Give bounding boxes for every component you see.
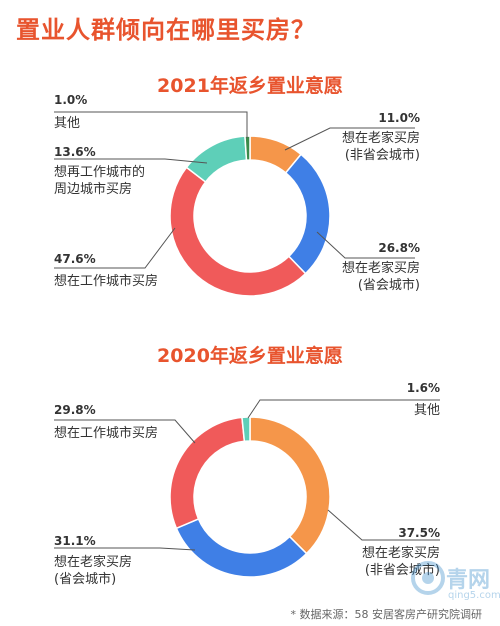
leader-line [54, 227, 176, 269]
slice-label: 其他 [54, 116, 80, 131]
donut-slice [284, 153, 331, 275]
data-label: 26.8% [378, 241, 420, 255]
donut-slice [244, 135, 251, 161]
leader-line [247, 399, 440, 419]
slice-label: 周边城市买房 [54, 181, 132, 197]
slice-label: 想再工作城市的 [54, 164, 145, 180]
donut-slice [169, 416, 246, 530]
slice-label: 想在老家买房 [362, 545, 440, 561]
data-label: 31.1% [54, 534, 96, 548]
donut-slice [169, 166, 307, 297]
slice-label: (省会城市) [358, 277, 420, 293]
slice-label: 想在工作城市买房 [54, 273, 158, 289]
slice-label: (非省会城市) [365, 562, 440, 578]
chart-title: 2020年返乡置业意愿 [157, 344, 343, 367]
donut-slice [175, 517, 308, 578]
data-label: 13.6% [54, 145, 96, 159]
data-label: 37.5% [398, 526, 440, 540]
donut-slice [249, 416, 331, 555]
slice-label: 想在老家买房 [54, 554, 132, 570]
donut-slice [185, 135, 248, 184]
slice-label: 想在老家买房 [342, 260, 420, 276]
slice-label: 其他 [414, 403, 440, 418]
leader-line [327, 509, 440, 541]
leader-line [316, 231, 415, 259]
data-label: 11.0% [378, 111, 420, 125]
watermark-name: 青网 [446, 568, 491, 593]
leader-line [54, 419, 196, 444]
data-source-note: * 数据来源：58 安居客房产研究院调研 [290, 608, 483, 621]
watermark-logo: 青网 qing5.com [410, 560, 500, 604]
leader-line [54, 111, 248, 138]
data-label: 29.8% [54, 403, 96, 417]
donut-slice [241, 416, 251, 443]
page-title: 置业人群倾向在哪里买房？ [16, 16, 316, 44]
data-label: 1.0% [54, 93, 87, 107]
watermark-icon [411, 561, 445, 595]
slice-label: (非省会城市) [345, 147, 420, 163]
leader-line [284, 127, 415, 151]
slice-label: (省会城市) [54, 571, 116, 587]
leader-line [54, 158, 208, 164]
slice-label: 想在老家买房 [342, 130, 420, 146]
slice-label: 想在工作城市买房 [54, 425, 158, 441]
data-label: 47.6% [54, 252, 96, 266]
leader-line [54, 547, 196, 551]
watermark-url: qing5.com [448, 590, 500, 601]
data-label: 1.6% [407, 381, 440, 395]
chart-title: 2021年返乡置业意愿 [157, 74, 343, 97]
